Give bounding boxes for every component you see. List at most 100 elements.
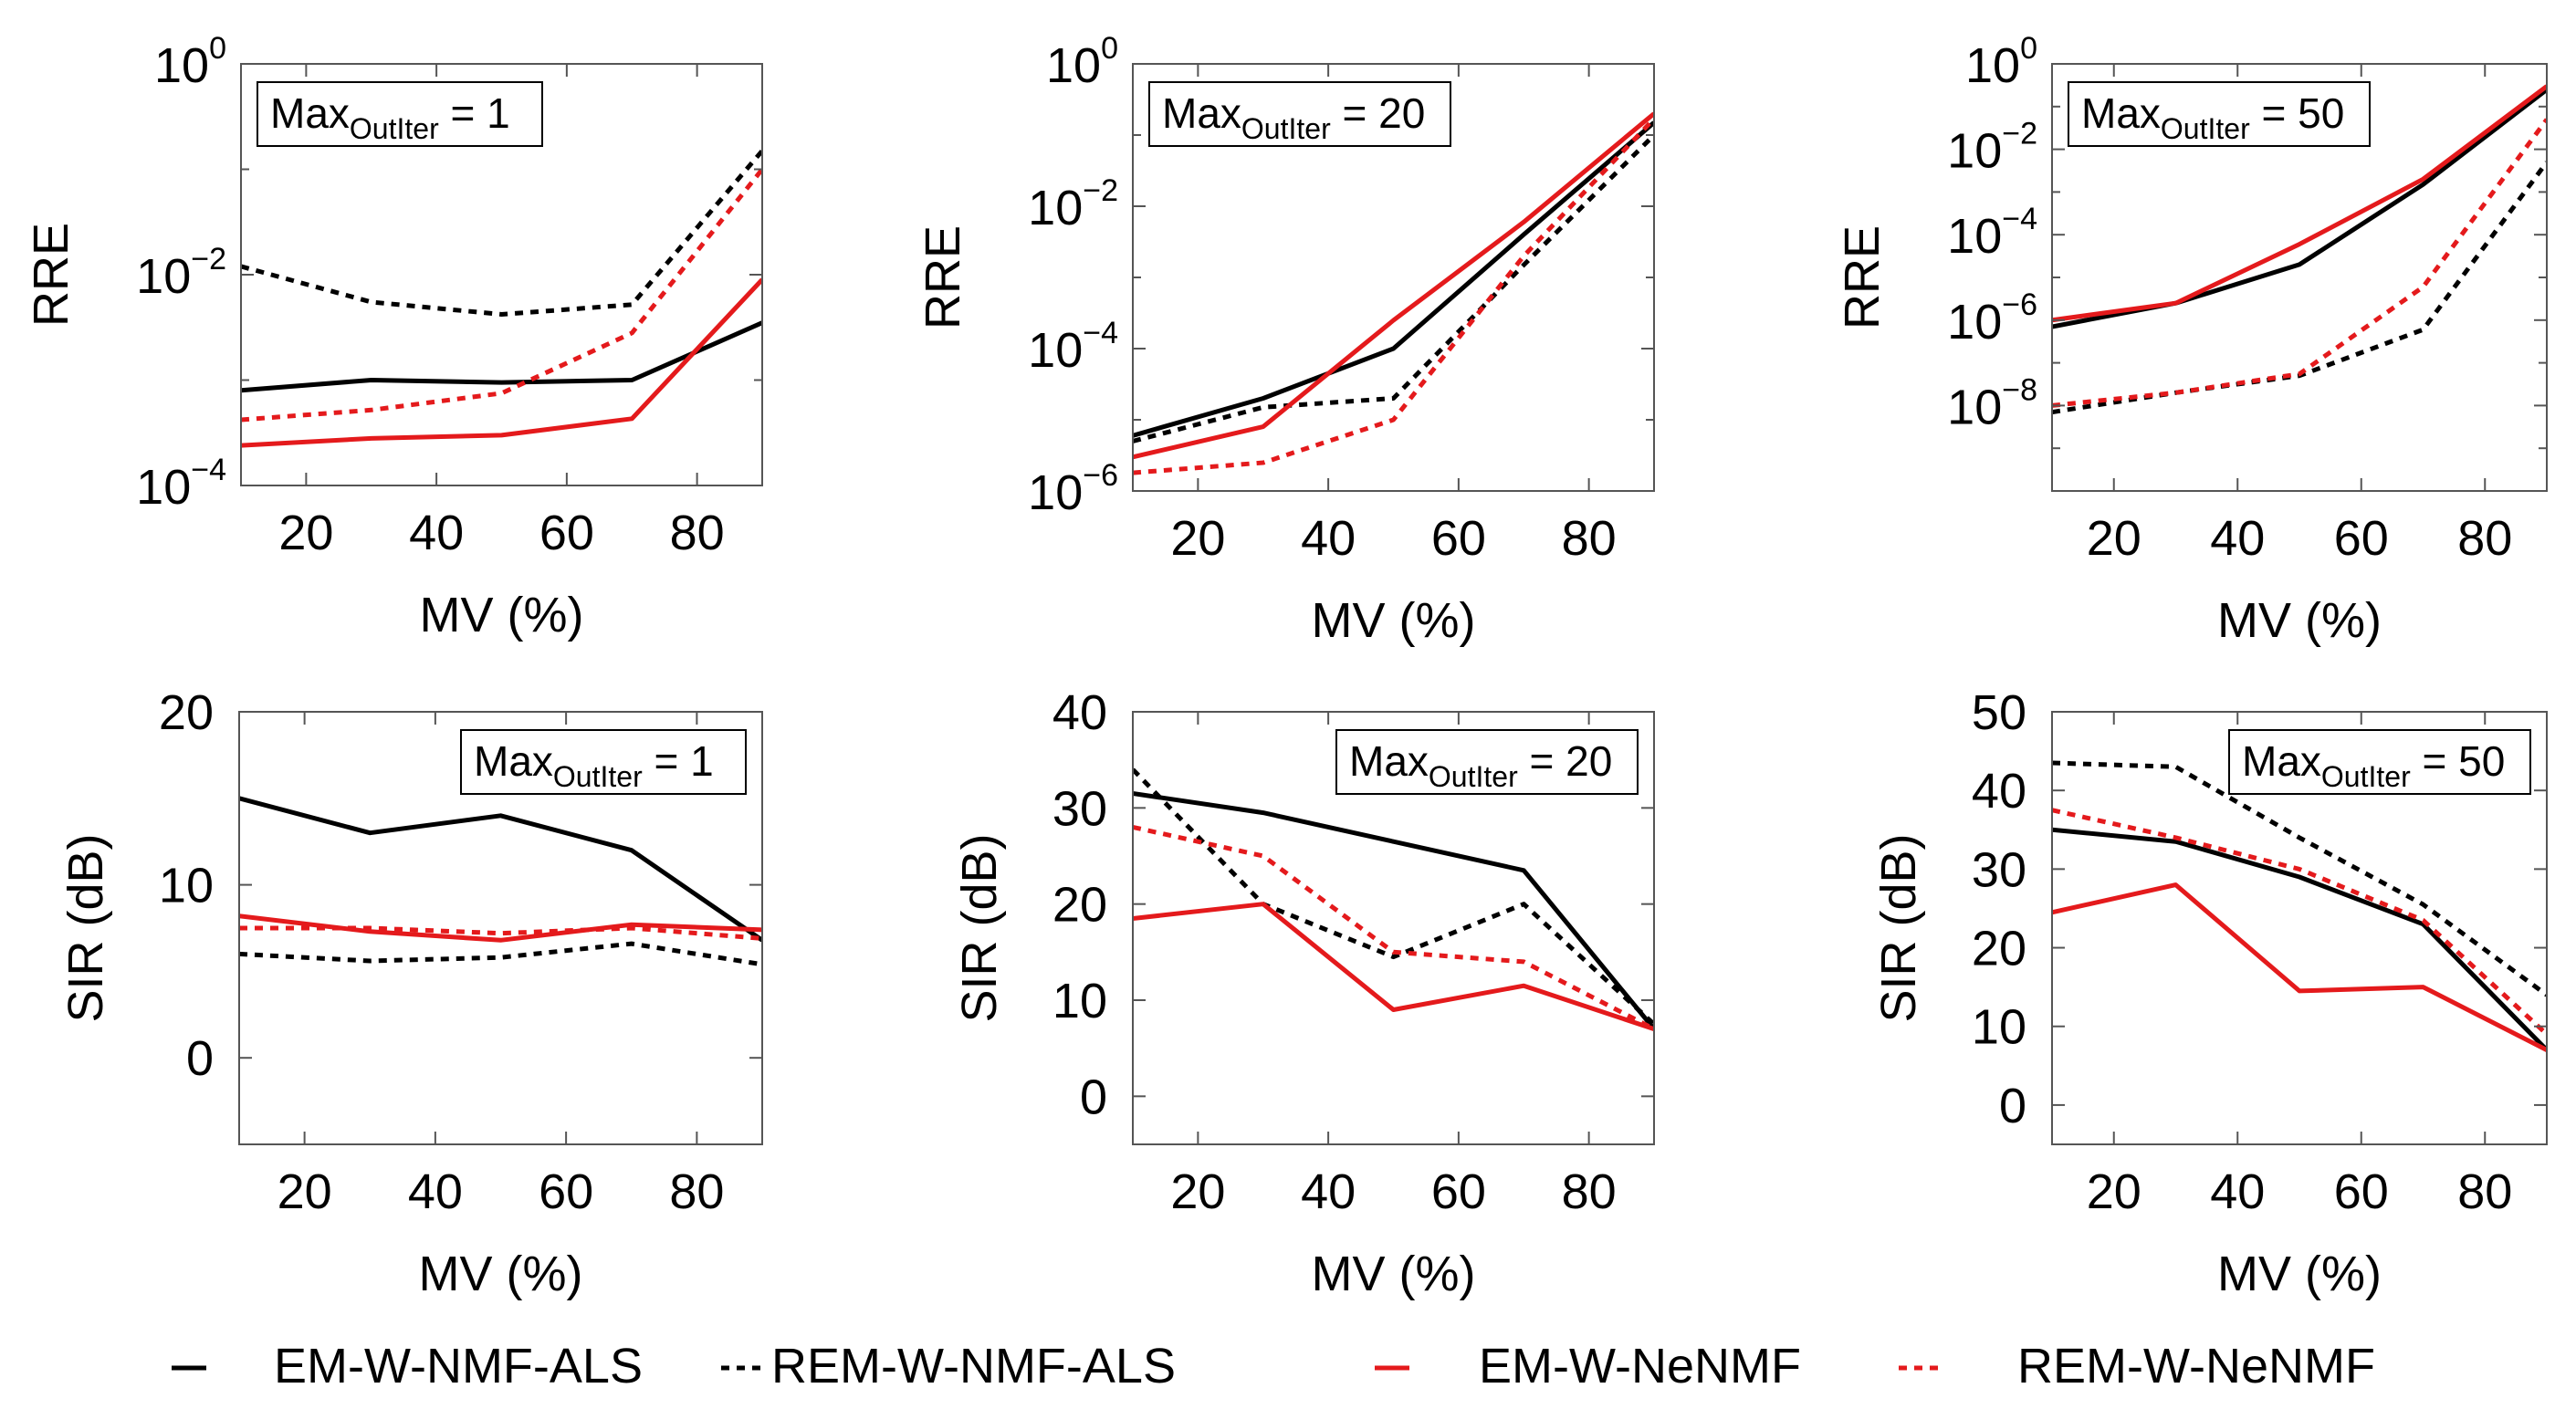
series-line-em-w-nenmf <box>1133 902 1654 1031</box>
y-tick-label: 40 <box>1052 685 1107 740</box>
x-axis-label: MV (%) <box>419 1247 583 1301</box>
x-tick-label: 20 <box>2087 1164 2141 1219</box>
y-axis-label: SIR (dB) <box>952 833 1007 1022</box>
x-tick-label: 80 <box>669 1164 724 1219</box>
x-tick-label: 20 <box>1170 1164 1225 1219</box>
series-line-em-w-nmf-als <box>239 796 762 943</box>
x-tick-label: 20 <box>278 506 333 560</box>
y-tick-label: 10−4 <box>1947 202 2037 264</box>
annotation-text: MaxOutIter = 1 <box>474 737 714 793</box>
y-tick-label: 100 <box>154 31 226 93</box>
x-axis-label: MV (%) <box>1312 593 1476 648</box>
y-tick-label: 10−2 <box>1947 117 2037 179</box>
x-tick-label: 60 <box>539 1164 593 1219</box>
y-tick-label: 10 <box>159 859 214 913</box>
x-tick-label: 60 <box>2334 1164 2389 1219</box>
series-line-em-w-nmf-als <box>1133 120 1654 438</box>
annotation-box <box>1148 81 1451 147</box>
x-tick-label: 40 <box>409 506 464 560</box>
x-tick-label: 20 <box>1170 511 1225 566</box>
y-axis-label: RRE <box>916 225 970 329</box>
series-line-em-w-nenmf <box>2052 882 2547 1052</box>
chart-panel-1: 20 40 60 80 10−4 10−2 100 MV (%) RRE MaxOutIter =… <box>24 31 763 642</box>
y-axis-label: RRE <box>1835 225 1890 329</box>
x-tick-label: 60 <box>2334 511 2389 566</box>
x-tick-label: 40 <box>1301 511 1356 566</box>
series-line-em-w-nenmf <box>239 913 762 943</box>
chart-panel-3: 20 40 60 80 10−8 10−6 10−4 10−2 100 MV (%) RRE MaxO… <box>1835 31 2548 648</box>
y-tick-label: 40 <box>1972 764 2026 819</box>
chart-panel-4: 20 40 60 80 0 10 20 MV (%) SIR (dB) MaxOutIter = … <box>58 685 763 1301</box>
y-tick-label: 0 <box>1080 1070 1107 1124</box>
y-tick-label: 30 <box>1972 842 2026 897</box>
annotation-box <box>257 81 543 147</box>
annotation-text: MaxOutIter = 1 <box>270 89 510 145</box>
x-axis-label: MV (%) <box>2217 1247 2382 1301</box>
legend-label: EM-W-NeNMF <box>1479 1339 1801 1393</box>
plot-frame <box>238 711 763 1145</box>
legend-label: REM-W-NeNMF <box>2017 1339 2375 1393</box>
annotation-text: MaxOutIter = 50 <box>2081 89 2344 145</box>
series-line-em-w-nenmf <box>1133 111 1654 460</box>
x-tick-label: 20 <box>2087 511 2141 566</box>
chart-panel-2: 20 40 60 80 10−6 10−4 10−2 100 MV (%) RRE MaxOutIt… <box>916 31 1655 648</box>
series-line-rem-w-nenmf <box>2052 808 2547 1037</box>
y-tick-label: 20 <box>159 685 214 740</box>
annotation-box <box>2068 81 2371 147</box>
y-tick-label: 0 <box>1999 1079 2026 1133</box>
y-axis-label: SIR (dB) <box>1871 833 1926 1022</box>
series-line-rem-w-nenmf <box>2052 118 2547 408</box>
x-tick-label: 80 <box>1562 511 1617 566</box>
series-line-rem-w-nmf-als <box>2052 760 2547 997</box>
x-axis-label: MV (%) <box>420 588 584 642</box>
annotation-box <box>2228 729 2531 795</box>
x-tick-label: 20 <box>277 1164 332 1219</box>
y-tick-label: 10 <box>1052 974 1107 1028</box>
x-tick-label: 60 <box>1431 511 1486 566</box>
series-line-em-w-nenmf <box>2052 84 2547 323</box>
y-tick-label: 10−6 <box>1947 287 2037 350</box>
legend-label: REM-W-NMF-ALS <box>771 1339 1176 1393</box>
y-tick-label: 0 <box>186 1031 214 1086</box>
x-tick-label: 60 <box>539 506 594 560</box>
series-line-em-w-nmf-als <box>1133 791 1654 1031</box>
legend: EM-W-NMF-ALS REM-W-NMF-ALS EM-W-NeNMF REM-W… <box>172 1339 2375 1393</box>
series-line-rem-w-nenmf <box>1133 824 1654 1031</box>
annotation-text: MaxOutIter = 20 <box>1349 737 1612 793</box>
y-tick-label: 10−2 <box>1028 173 1118 235</box>
x-tick-label: 40 <box>1301 1164 1356 1219</box>
annotation-text: MaxOutIter = 20 <box>1162 89 1425 145</box>
y-axis-label: RRE <box>24 223 79 327</box>
x-tick-label: 80 <box>2457 1164 2512 1219</box>
x-tick-label: 80 <box>2457 511 2512 566</box>
x-axis-label: MV (%) <box>2217 593 2382 648</box>
y-tick-label: 100 <box>1046 31 1118 93</box>
x-tick-label: 40 <box>2210 511 2265 566</box>
series-line-em-w-nenmf <box>241 277 762 448</box>
y-axis-label: SIR (dB) <box>58 833 113 1022</box>
y-tick-label: 10 <box>1972 1000 2026 1055</box>
chart-panel-5: 20 40 60 80 0 10 20 30 40 MV (%) SIR (dB) MaxOutIte… <box>952 685 1655 1301</box>
x-tick-label: 40 <box>408 1164 463 1219</box>
series-line-em-w-nmf-als <box>241 320 762 393</box>
y-tick-label: 20 <box>1972 922 2026 976</box>
series-line-rem-w-nmf-als <box>1133 767 1654 1027</box>
series-line-rem-w-nmf-als <box>241 149 762 317</box>
series-line-rem-w-nenmf <box>1133 117 1654 475</box>
y-tick-label: 10−6 <box>1028 458 1118 520</box>
series-line-rem-w-nenmf <box>239 925 762 941</box>
y-tick-label: 10−8 <box>1947 372 2037 434</box>
y-tick-label: 50 <box>1972 685 2026 740</box>
plot-frame <box>2051 711 2548 1145</box>
y-tick-label: 10−4 <box>136 453 226 515</box>
y-tick-label: 30 <box>1052 781 1107 836</box>
plot-frame <box>1132 711 1655 1145</box>
chart-panel-6: 20 40 60 80 0 10 20 30 40 50 MV (%) SIR (dB) MaxOutI… <box>1871 685 2548 1301</box>
annotation-text: MaxOutIter = 50 <box>2242 737 2505 793</box>
legend-label: EM-W-NMF-ALS <box>274 1339 643 1393</box>
y-tick-label: 100 <box>1965 31 2037 93</box>
x-tick-label: 80 <box>670 506 725 560</box>
annotation-box <box>460 729 747 795</box>
